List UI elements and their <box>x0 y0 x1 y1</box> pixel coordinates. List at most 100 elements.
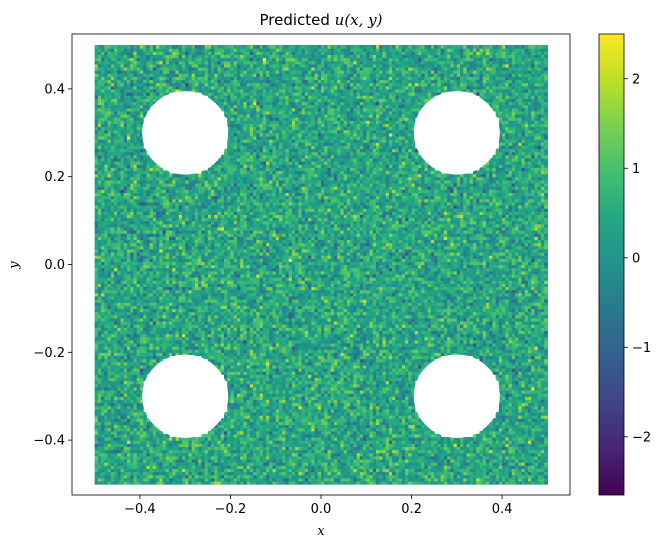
heatmap-cell <box>330 468 335 473</box>
heatmap-cell <box>363 474 367 479</box>
heatmap-cell <box>505 474 510 479</box>
heatmap-cell <box>120 455 125 460</box>
heatmap-cell <box>223 474 228 479</box>
heatmap-cell <box>518 458 523 463</box>
heatmap-cell <box>198 468 202 473</box>
heatmap-cell <box>356 480 361 485</box>
heatmap-cell <box>447 471 451 476</box>
heatmap-cell <box>256 477 261 482</box>
heatmap-cell <box>469 474 474 479</box>
heatmap-cell <box>346 477 351 482</box>
heatmap-cell <box>437 455 442 460</box>
heatmap-cell <box>372 458 377 463</box>
heatmap-cell <box>198 452 202 457</box>
heatmap-cell <box>443 455 448 460</box>
heatmap-cell <box>401 462 406 466</box>
heatmap-cell <box>214 471 219 476</box>
heatmap-cell <box>518 477 523 482</box>
heatmap-cell <box>207 455 212 460</box>
heatmap-cell <box>188 465 193 469</box>
heatmap-cell <box>304 480 309 485</box>
heatmap-cell <box>421 480 426 485</box>
heatmap-cell <box>324 471 329 476</box>
heatmap-cell <box>282 477 287 482</box>
heatmap-cell <box>259 462 264 466</box>
heatmap-cell <box>149 468 154 473</box>
heatmap-cell <box>243 455 248 460</box>
heatmap-cell <box>169 465 173 469</box>
heatmap-cell <box>291 480 296 485</box>
heatmap-cell <box>188 477 193 482</box>
heatmap-cell <box>408 480 413 485</box>
heatmap-cell <box>211 471 215 476</box>
heatmap-cell <box>447 474 451 479</box>
heatmap-cell <box>249 468 254 473</box>
heatmap-cell <box>392 462 396 466</box>
heatmap-cell <box>117 471 122 476</box>
heatmap-cell <box>282 462 287 466</box>
heatmap-cell <box>395 474 400 479</box>
heatmap-cell <box>188 462 193 466</box>
heatmap-cell <box>130 455 135 460</box>
heatmap-cell <box>285 458 290 463</box>
heatmap-cell <box>143 480 147 485</box>
heatmap-cell <box>418 458 422 463</box>
heatmap-cell <box>126 474 131 479</box>
heatmap-cell <box>178 471 183 476</box>
heatmap-cell <box>97 465 102 469</box>
heatmap-cell <box>101 452 105 457</box>
heatmap-cell <box>372 480 377 485</box>
heatmap-cell <box>146 462 151 466</box>
heatmap-cell <box>353 471 358 476</box>
heatmap-cell <box>456 471 461 476</box>
heatmap-cell <box>114 477 118 482</box>
heatmap-cell <box>240 468 244 473</box>
heatmap-cell <box>178 465 183 469</box>
heatmap-cell <box>214 474 219 479</box>
heatmap-cell <box>363 471 367 476</box>
heatmap-cell <box>101 458 105 463</box>
heatmap-cell <box>159 465 164 469</box>
heatmap-cell <box>298 474 303 479</box>
heatmap-cell <box>165 462 170 466</box>
heatmap-cell <box>414 471 419 476</box>
heatmap-cell <box>165 452 170 457</box>
heatmap-cell <box>227 471 232 476</box>
heatmap-cell <box>269 480 274 485</box>
heatmap-cell <box>492 480 497 485</box>
heatmap-cell <box>424 465 429 469</box>
heatmap-cell <box>162 465 167 469</box>
heatmap-cell <box>502 468 506 473</box>
heatmap-cell <box>314 455 319 460</box>
heatmap-cell <box>443 465 448 469</box>
heatmap-cell <box>314 480 319 485</box>
heatmap-cell <box>282 474 287 479</box>
heatmap-cell <box>382 455 387 460</box>
heatmap-cell <box>495 474 500 479</box>
heatmap-cell <box>498 455 503 460</box>
heatmap-cell <box>262 458 267 463</box>
heatmap-cell <box>243 480 248 485</box>
heatmap-cell <box>385 465 390 469</box>
heatmap-cell <box>356 462 361 466</box>
heatmap-cell <box>97 480 102 485</box>
heatmap-cell <box>110 465 115 469</box>
heatmap-cell <box>531 471 536 476</box>
heatmap-cell <box>223 471 228 476</box>
heatmap-cell <box>107 462 112 466</box>
heatmap-cell <box>282 455 287 460</box>
heatmap-cell <box>120 465 125 469</box>
heatmap-cell <box>214 462 219 466</box>
heatmap-cell <box>298 471 303 476</box>
heatmap-cell <box>531 458 536 463</box>
heatmap-cell <box>194 452 199 457</box>
heatmap-cell <box>408 474 413 479</box>
heatmap-cell <box>450 455 455 460</box>
heatmap-cell <box>401 471 406 476</box>
heatmap-cell <box>156 462 160 466</box>
heatmap-cell <box>188 458 193 463</box>
heatmap-cell <box>223 480 228 485</box>
heatmap-cell <box>133 480 138 485</box>
heatmap-cell <box>201 468 206 473</box>
heatmap-cell <box>327 477 332 482</box>
